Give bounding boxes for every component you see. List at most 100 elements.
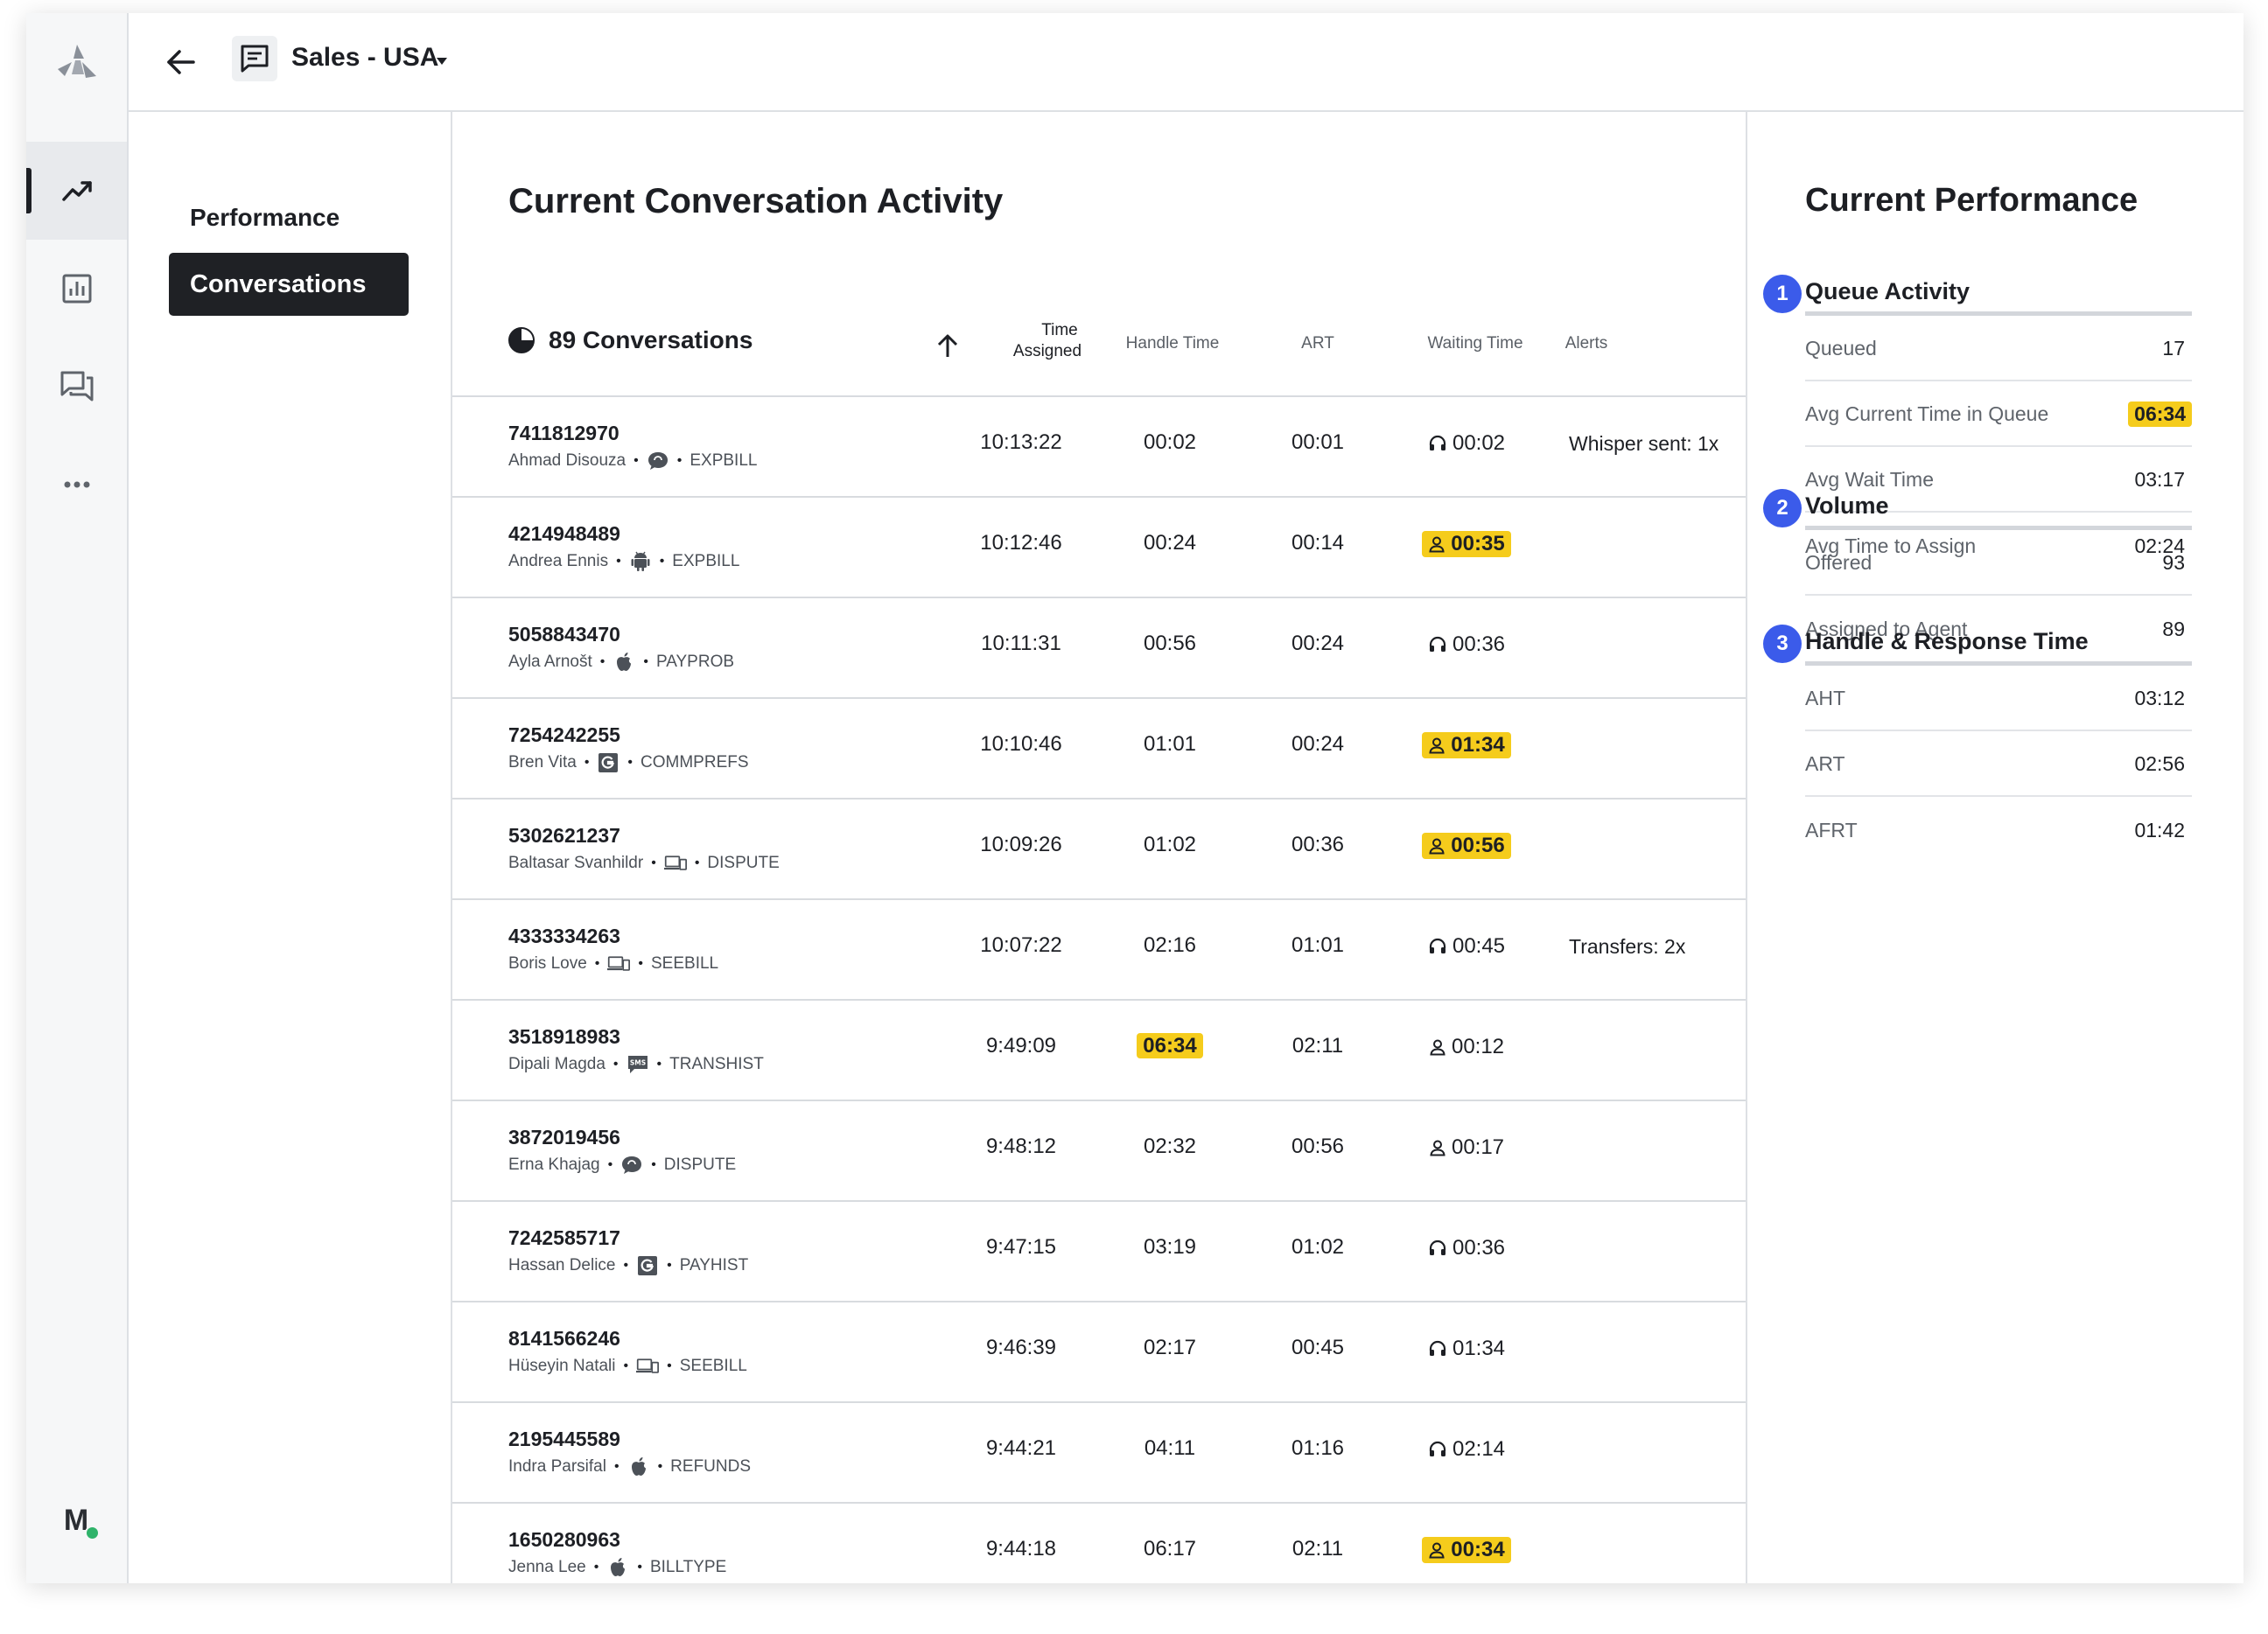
waiting-time-value: 02:14 [1422, 1436, 1511, 1463]
conversation-id[interactable]: 5302621237 [508, 824, 620, 847]
metric-label: Avg Time to Assign [1805, 534, 1977, 557]
waiting-time-value: 00:35 [1422, 531, 1511, 557]
google-icon [597, 751, 620, 774]
art-value: 00:45 [1291, 1336, 1345, 1359]
logo-icon[interactable] [52, 39, 102, 88]
conversation-row[interactable]: 3518918983 Dipali Magda • SMS • TRANSHIST 9:49… [452, 1001, 1746, 1101]
handle-time: 04:11 [1117, 1436, 1222, 1461]
conversation-id[interactable]: 3518918983 [508, 1025, 620, 1048]
conversation-meta: Hassan Delice • • PAYHIST [508, 1254, 748, 1277]
handle-time: 06:17 [1117, 1537, 1222, 1561]
conversation-id[interactable]: 5058843470 [508, 623, 620, 646]
column-handle-time[interactable]: Handle Time [1125, 334, 1220, 353]
chevron-down-icon[interactable] [435, 55, 449, 66]
section-number-badge: 2 [1763, 489, 1802, 527]
customer-name: Hassan Delice [508, 1256, 616, 1274]
separator-dot: • [612, 1057, 619, 1072]
column-waiting-time[interactable]: Waiting Time [1427, 334, 1523, 353]
conversation-row[interactable]: 8141566246 Hüseyin Natali • • SEEBILL 9:46:39… [452, 1302, 1746, 1403]
conversation-row[interactable]: 7254242255 Bren Vita • • COMMPREFS 10:10:46 01… [452, 699, 1746, 800]
conversation-row[interactable]: 3872019456 Erna Khajag • • DISPUTE 9:48:12 02:… [452, 1101, 1746, 1202]
page-title: Current Conversation Activity [508, 182, 1004, 220]
headset-icon [1428, 1239, 1447, 1258]
queue-code: PAYPROB [655, 653, 735, 671]
metric-value: 17 [2162, 336, 2185, 360]
conversation-row[interactable]: 2195445589 Indra Parsifal • • REFUNDS 9:44:21… [452, 1403, 1746, 1504]
back-arrow-icon[interactable] [164, 45, 199, 80]
user-avatar[interactable]: M [54, 1498, 100, 1542]
conversation-row[interactable]: 1650280963 Jenna Lee • • BILLTYPE 9:44:18 06:1… [452, 1504, 1746, 1583]
nav-more-icon[interactable] [26, 436, 127, 534]
section-divider [1805, 661, 2192, 666]
conversation-id[interactable]: 7242585717 [508, 1226, 620, 1249]
conversation-id[interactable]: 4214948489 [508, 522, 620, 545]
nav-reports-icon[interactable] [26, 240, 127, 338]
handle-time-value: 01:02 [1143, 833, 1197, 856]
waiting-time: 01:34 [1410, 732, 1523, 758]
conversation-row[interactable]: 4333334263 Boris Love • • SEEBILL 10:07:22 02:… [452, 900, 1746, 1001]
separator-dot: • [623, 1258, 629, 1273]
conversation-id[interactable]: 7254242255 [508, 723, 620, 746]
metric-label: Assigned to Agent [1805, 617, 1968, 640]
separator-dot: • [637, 1560, 642, 1575]
waiting-time-text: 00:56 [1451, 834, 1505, 857]
waiting-time-value: 00:02 [1422, 430, 1511, 457]
metric-label: ART [1805, 751, 1845, 775]
google-icon [636, 1254, 659, 1277]
subnav-performance[interactable]: Performance [190, 204, 340, 231]
art-value: 02:11 [1292, 1537, 1344, 1561]
sort-arrow-up-icon[interactable] [934, 332, 962, 360]
queue-title[interactable]: Sales - USA [291, 43, 439, 72]
conversation-row[interactable]: 7411812970 Ahmad Disouza • • EXPBILL 10:13:22… [452, 397, 1746, 498]
conversation-id[interactable]: 8141566246 [508, 1327, 620, 1350]
conversation-id[interactable]: 3872019456 [508, 1126, 620, 1149]
conversation-id[interactable]: 7411812970 [508, 422, 620, 444]
column-alerts[interactable]: Alerts [1564, 334, 1608, 353]
separator-dot: • [613, 1459, 620, 1474]
handle-time-value: 02:32 [1143, 1135, 1197, 1158]
conversation-row[interactable]: 5302621237 Baltasar Svanhildr • • DISPUTE 10:… [452, 800, 1746, 900]
section-divider [1805, 311, 2192, 316]
nav-trending-icon[interactable] [26, 142, 127, 240]
nav-messages-icon[interactable] [26, 338, 127, 436]
waiting-time: 00:02 [1410, 430, 1523, 457]
conversation-row[interactable]: 7242585717 Hassan Delice • • PAYHIST 9:47:15 0… [452, 1202, 1746, 1302]
metric-label: AHT [1805, 686, 1845, 709]
conversation-meta: Andrea Ennis • • EXPBILL [508, 550, 739, 573]
conversation-id[interactable]: 1650280963 [508, 1528, 620, 1551]
queue-code: REFUNDS [670, 1457, 752, 1476]
conversation-id[interactable]: 2195445589 [508, 1428, 620, 1450]
handle-time: 00:24 [1117, 531, 1222, 555]
avatar-initial: M [63, 1503, 89, 1537]
conversation-meta: Bren Vita • • COMMPREFS [508, 751, 749, 774]
time-assigned: 9:48:12 [985, 1135, 1057, 1158]
subnav-conversations[interactable]: Conversations [169, 253, 409, 316]
waiting-time-text: 01:34 [1451, 733, 1505, 757]
separator-dot: • [667, 1358, 672, 1373]
section-number-badge: 1 [1763, 275, 1802, 313]
metric-row: ART 02:56 [1805, 732, 2192, 797]
metric-value: 02:24 [2134, 534, 2185, 557]
handle-time-value: 01:01 [1143, 732, 1197, 756]
handle-time: 02:17 [1117, 1336, 1222, 1360]
app-window: M Sales - USA Performance Conversations [26, 13, 2244, 1583]
art-value: 00:56 [1291, 1135, 1345, 1158]
conversation-row[interactable]: 5058843470 Ayla Arnošt • • PAYPROB 10:11:31 00… [452, 598, 1746, 699]
metric-value: 93 [2162, 550, 2185, 574]
column-time-assigned[interactable]: Time Assigned [995, 320, 1100, 362]
person-icon [1429, 1038, 1446, 1056]
conversation-meta: Ayla Arnošt • • PAYPROB [508, 651, 734, 674]
handle-time: 00:02 [1117, 430, 1222, 455]
waiting-time-text: 00:36 [1452, 632, 1506, 656]
waiting-time: 00:12 [1410, 1034, 1523, 1060]
conversation-row[interactable]: 4214948489 Andrea Ennis • • EXPBILL 10:12:46 0… [452, 498, 1746, 598]
art-value: 01:16 [1291, 1436, 1345, 1460]
conversation-id[interactable]: 4333334263 [508, 925, 620, 947]
handle-time: 02:32 [1117, 1135, 1222, 1159]
column-art[interactable]: ART [1301, 334, 1334, 353]
art-value: 02:11 [1292, 1034, 1344, 1058]
current-performance-panel: Current Performance 1 Queue Activity Queue… [1747, 112, 2244, 1583]
section-title: Queue Activity [1805, 278, 1970, 304]
handle-time: 01:02 [1117, 833, 1222, 857]
art-value: 01:01 [1291, 933, 1345, 957]
